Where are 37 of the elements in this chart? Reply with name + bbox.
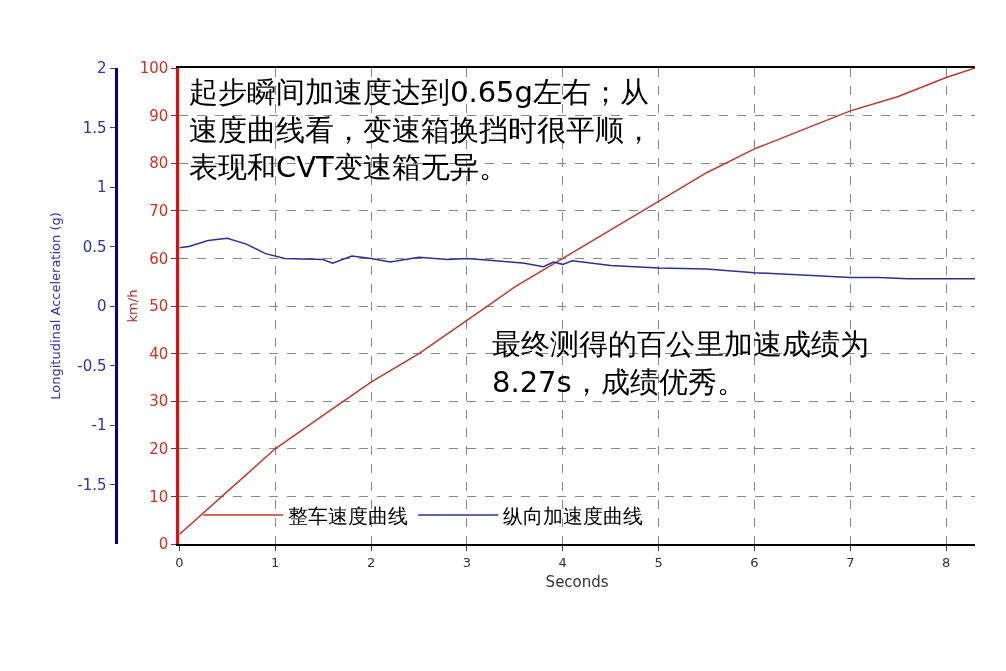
y-tick-label: 0 xyxy=(158,535,169,554)
line-series xyxy=(179,68,975,536)
y-tick-label: 90 xyxy=(149,106,169,125)
legend-label: 纵向加速度曲线 xyxy=(503,503,644,528)
y2-tick-label: -1 xyxy=(91,416,107,435)
x-tick-label: 1 xyxy=(271,554,280,570)
x-tick-label: 3 xyxy=(462,554,472,570)
y-tick-label: 40 xyxy=(149,344,169,363)
x-tick-label: 6 xyxy=(750,554,759,570)
y2-tick-label: 1 xyxy=(96,178,107,197)
x-tick-label: 0 xyxy=(175,554,184,570)
x-tick-label: 8 xyxy=(942,554,951,570)
y-tick-label: 30 xyxy=(149,392,169,411)
annotation: 最终测得的百公里加速成绩为8.27s，成绩优秀。 xyxy=(492,327,869,399)
x-axis-title: Seconds xyxy=(545,573,609,592)
y-tick-label: 70 xyxy=(149,202,169,221)
x-tick-label: 4 xyxy=(558,554,567,570)
y-tick-label: 80 xyxy=(149,154,169,173)
y-tick-label: 10 xyxy=(149,487,169,506)
y2-tick-label: 0.5 xyxy=(82,237,107,256)
x-tick-label: 2 xyxy=(366,554,376,570)
y-tick-label: 100 xyxy=(139,59,169,78)
x-tick-label: 7 xyxy=(846,554,855,570)
y2-tick-label: -1.5 xyxy=(77,475,107,494)
y-tick-label: 50 xyxy=(149,297,169,316)
y-tick-label: 20 xyxy=(149,440,169,459)
y2-axis-title: Longitudinal Acceleration (g) xyxy=(48,212,64,400)
y2-tick-label: 2 xyxy=(96,59,107,78)
x-tick-label: 5 xyxy=(654,554,663,570)
annotation: 起步瞬间加速度达到0.65g左右；从速度曲线看，变速箱换挡时很平顺，表现和CVT变速箱无异。 xyxy=(189,75,653,185)
line-series xyxy=(179,237,975,280)
y2-tick-label: 1.5 xyxy=(82,118,107,137)
y2-tick-label: -0.5 xyxy=(77,356,107,375)
y-axis-title: km/h xyxy=(124,289,140,323)
y2-tick-label: 0 xyxy=(96,297,107,316)
legend-label: 整车速度曲线 xyxy=(288,503,409,528)
y-tick-label: 60 xyxy=(149,249,169,268)
